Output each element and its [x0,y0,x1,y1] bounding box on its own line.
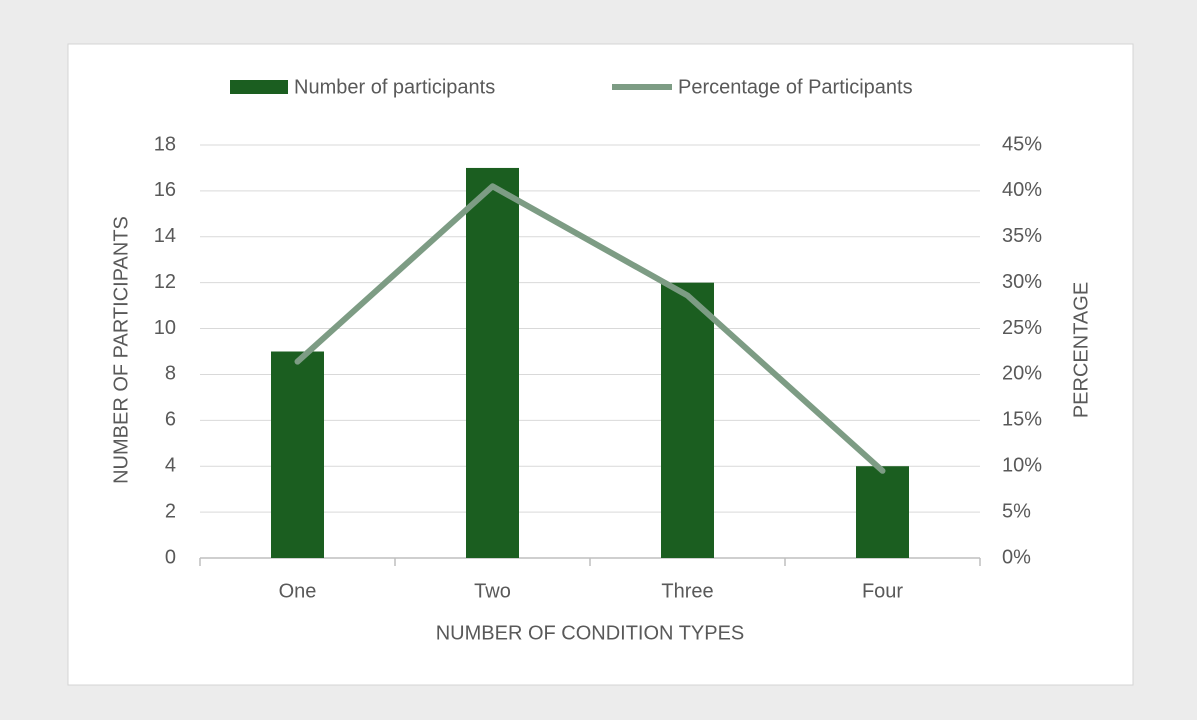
x-tick-label: One [279,580,317,602]
y2-tick-label: 40% [1002,179,1042,201]
legend-label: Number of participants [294,76,495,98]
y2-tick-label: 20% [1002,363,1042,385]
y-axis-title: NUMBER OF PARTICIPANTS [110,216,132,484]
line [294,183,886,474]
y-tick-label: 14 [154,225,176,247]
x-tick-label: Two [474,580,511,602]
x-tick-label: Four [862,580,903,602]
bar [856,466,909,558]
x-tick-label: Three [661,580,713,602]
bar [661,282,714,558]
bar [466,167,519,558]
y2-tick-label: 35% [1002,225,1042,247]
y-tick-label: 16 [154,179,176,201]
y2-tick-label: 30% [1002,271,1042,293]
y-tick-label: 2 [165,500,176,522]
y2-tick-label: 15% [1002,409,1042,431]
y2-tick-label: 0% [1002,546,1031,568]
x-axis-title: NUMBER OF CONDITION TYPES [436,622,745,644]
chart-panel [67,43,1134,686]
y-tick-label: 12 [154,271,176,293]
y2-tick-label: 5% [1002,500,1031,522]
y-tick-label: 4 [165,455,176,477]
legend-swatch [230,80,288,94]
y-tick-label: 10 [154,317,176,339]
y2-tick-label: 25% [1002,317,1042,339]
y-tick-label: 0 [165,546,176,568]
legend-label: Percentage of Participants [678,76,913,98]
y-tick-label: 8 [165,363,176,385]
y2-axis-title: PERCENTAGE [1070,282,1092,418]
y2-tick-label: 45% [1002,133,1042,155]
bar [271,351,324,558]
y2-tick-label: 10% [1002,455,1042,477]
y-tick-label: 18 [154,133,176,155]
y-tick-label: 6 [165,409,176,431]
